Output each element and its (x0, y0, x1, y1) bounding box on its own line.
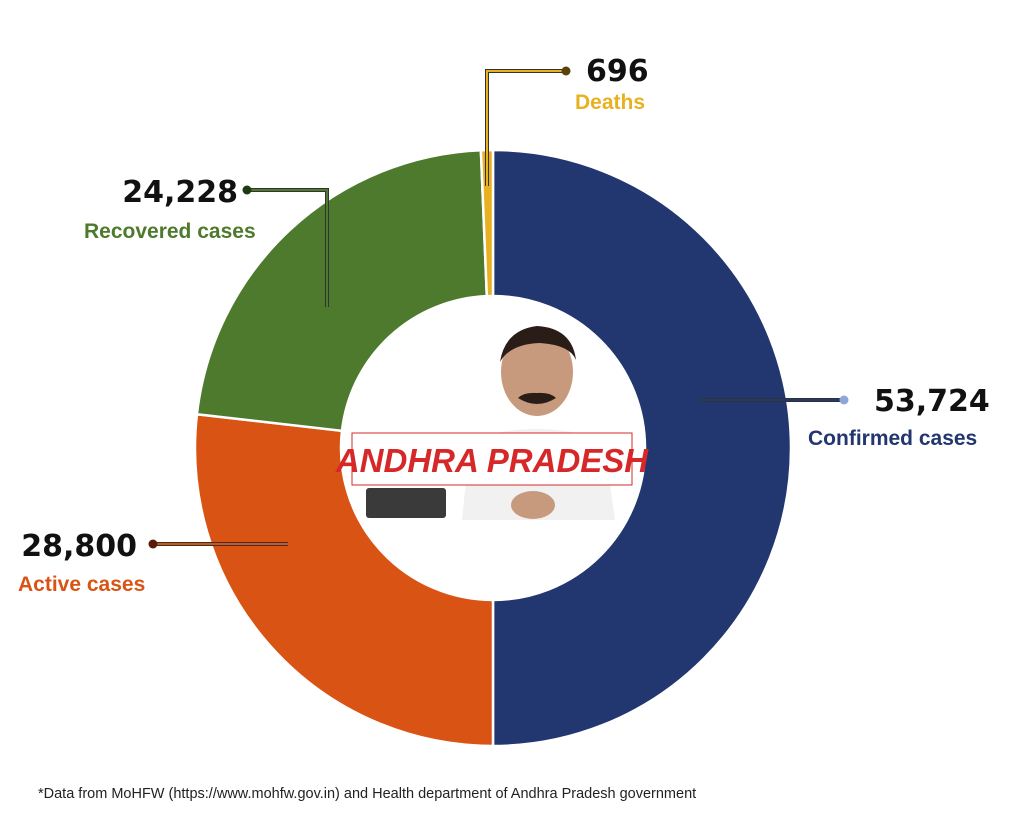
person-portrait-icon (366, 326, 615, 520)
center-banner: ANDHRA PRADESH (335, 432, 649, 486)
donut-slices (193, 148, 793, 748)
leader-confirmed (700, 395, 849, 405)
slice-confirmed-cases (491, 148, 793, 748)
leader-active-dot (148, 539, 158, 549)
slice-active-cases (193, 412, 495, 748)
leader-lines (148, 66, 849, 549)
center-banner-box (351, 432, 633, 486)
leader-recovered (242, 185, 329, 307)
category-label-active: Active cases (18, 573, 145, 596)
leader-recovered-line (247, 189, 328, 307)
footnote: *Data from MoHFW (https://www.mohfw.gov.… (38, 786, 697, 802)
leader-recovered-dot (242, 185, 252, 195)
slice-deaths (479, 148, 495, 298)
leader-active (148, 539, 288, 549)
leader-deaths-dot (561, 66, 571, 76)
category-label-deaths: Deaths (575, 91, 645, 114)
category-label-recovered: Recovered cases (84, 220, 256, 243)
category-label-confirmed: Confirmed cases (808, 427, 977, 450)
center-label: ANDHRA PRADESH (335, 442, 649, 479)
value-label-confirmed: 53,724 (874, 384, 990, 419)
leader-deaths (485, 66, 571, 186)
value-label-deaths: 696 (586, 54, 649, 89)
slice-recovered-cases (195, 148, 489, 433)
leader-deaths-line (486, 70, 566, 186)
value-label-recovered: 24,228 (122, 175, 238, 210)
leader-confirmed-dot (839, 395, 849, 405)
value-label-active: 28,800 (21, 529, 137, 564)
